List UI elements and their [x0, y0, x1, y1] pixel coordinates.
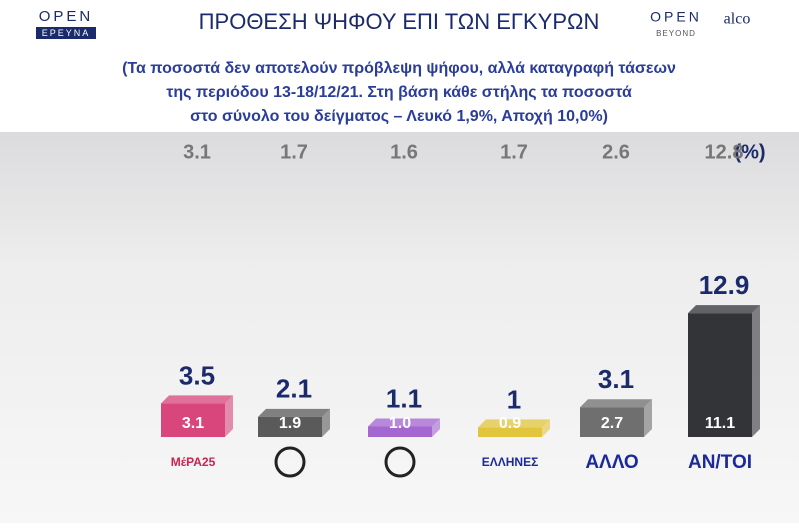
- partner-logo: alco: [724, 11, 751, 28]
- sample-value-label: 0.9: [499, 415, 521, 432]
- logo-sub: BEYOND: [656, 29, 696, 38]
- unit-label: (%): [734, 141, 765, 163]
- value-label: 12.9: [699, 270, 750, 300]
- header-band: [0, 0, 799, 132]
- bar: [258, 416, 322, 437]
- category-label: ΜέΡΑ25: [171, 455, 216, 469]
- previous-value-label: 1.7: [280, 141, 308, 163]
- bar-side: [752, 305, 760, 437]
- sample-value-label: 2.7: [601, 415, 623, 432]
- bar-top: [368, 418, 440, 427]
- value-label: 3.5: [179, 360, 215, 390]
- subtitle: (Τα ποσοστά δεν αποτελούν πρόβλεψη ψήφου…: [122, 60, 676, 77]
- bar-side: [542, 419, 550, 437]
- previous-value-label: 2.6: [602, 141, 630, 163]
- bar-side: [644, 399, 652, 437]
- subtitle: στο σύνολο του δείγματος – Λευκό 1,9%, Α…: [190, 108, 608, 125]
- logo-box: [36, 27, 96, 39]
- previous-value-label: 1.6: [390, 141, 418, 163]
- category-logo: [274, 446, 306, 478]
- bar-top: [161, 395, 233, 404]
- logo: OPEN: [39, 8, 94, 25]
- bar-side: [432, 418, 440, 437]
- value-label: 2.1: [276, 374, 312, 404]
- title: ΠΡΟΘΕΣΗ ΨΗΦΟΥ ΕΠΙ ΤΩΝ ΕΓΚΥΡΩΝ: [199, 9, 600, 34]
- bar-side: [322, 408, 330, 437]
- logo: OPEN: [650, 9, 702, 25]
- sample-value-label: 11.1: [705, 415, 735, 432]
- previous-value-label: 12.8: [705, 141, 744, 163]
- category-logo: [384, 446, 416, 478]
- logo-sub: ΕΡΕΥΝΑ: [42, 28, 91, 38]
- bar: [161, 403, 225, 437]
- bar-side: [225, 395, 233, 437]
- bar-top: [580, 399, 652, 408]
- bar-top: [478, 419, 550, 428]
- value-label: 3.1: [598, 364, 634, 394]
- category-label: ΕΛΛΗΝΕΣ: [482, 455, 539, 469]
- sample-value-label: 1.0: [389, 415, 411, 432]
- sample-value-label: 3.1: [182, 415, 204, 432]
- subtitle: της περιόδου 13-18/12/21. Στη βάση κάθε …: [166, 84, 632, 101]
- sample-value-label: 1.9: [279, 415, 301, 432]
- value-label: 1.1: [386, 383, 422, 413]
- bar: [368, 426, 432, 437]
- previous-value-label: 1.7: [500, 141, 528, 163]
- bar: [580, 407, 644, 437]
- previous-value-label: 3.1: [183, 141, 211, 163]
- bar: [478, 427, 542, 437]
- category-label: ΑΝ/ΤΟΙ: [688, 452, 752, 473]
- bar-top: [688, 305, 760, 314]
- category-label: ΑΛΛΟ: [585, 452, 638, 473]
- bar: [688, 313, 752, 437]
- bar-top: [258, 408, 330, 417]
- value-label: 1: [507, 384, 521, 414]
